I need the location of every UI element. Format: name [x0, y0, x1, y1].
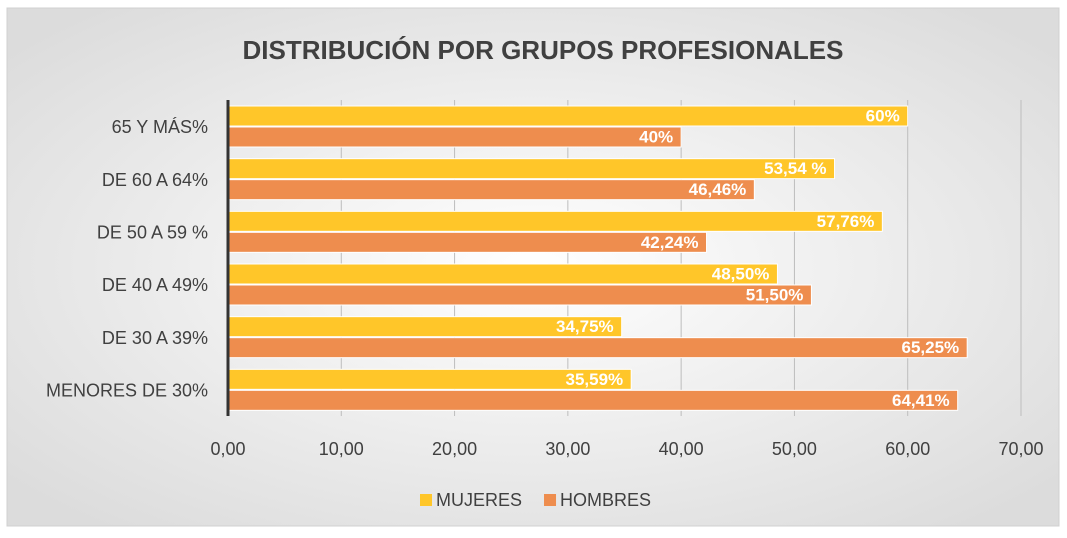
legend-swatch — [420, 494, 432, 506]
data-label: 35,59% — [566, 370, 624, 389]
bar — [227, 389, 959, 411]
data-label: 34,75% — [556, 317, 614, 336]
bar — [227, 263, 778, 285]
data-label: 65,25% — [902, 338, 960, 357]
data-label: 42,24% — [641, 233, 699, 252]
legend-label: HOMBRES — [560, 490, 651, 510]
y-tick-label: DE 40 A 49% — [102, 275, 208, 295]
bar — [227, 210, 883, 232]
chart-title: DISTRIBUCIÓN POR GRUPOS PROFESIONALES — [243, 35, 844, 65]
bar — [227, 105, 909, 127]
bar — [227, 231, 708, 253]
bar — [227, 179, 755, 201]
x-tick-label: 50,00 — [772, 439, 817, 459]
data-label: 60% — [866, 106, 900, 125]
legend-label: MUJERES — [436, 490, 522, 510]
bar — [227, 284, 812, 306]
y-tick-label: DE 50 A 59 % — [97, 222, 208, 242]
data-label: 64,41% — [892, 391, 950, 410]
x-tick-label: 60,00 — [885, 439, 930, 459]
x-tick-label: 10,00 — [319, 439, 364, 459]
bar — [227, 158, 836, 180]
y-tick-label: DE 30 A 39% — [102, 328, 208, 348]
x-tick-label: 70,00 — [998, 439, 1043, 459]
data-label: 53,54 % — [764, 159, 826, 178]
bar — [227, 337, 968, 359]
data-label: 46,46% — [689, 180, 747, 199]
x-tick-label: 40,00 — [659, 439, 704, 459]
data-label: 51,50% — [746, 285, 804, 304]
y-tick-label: 65 Y MÁS% — [112, 117, 208, 137]
y-tick-label: DE 60 A 64% — [102, 170, 208, 190]
legend-swatch — [544, 494, 557, 506]
x-tick-label: 20,00 — [432, 439, 477, 459]
data-label: 57,76% — [817, 212, 875, 231]
bar — [227, 126, 682, 148]
data-label: 40% — [639, 127, 673, 146]
x-tick-label: 30,00 — [545, 439, 590, 459]
bars — [227, 105, 968, 411]
y-tick-label: MENORES DE 30% — [46, 380, 208, 400]
x-tick-label: 0,00 — [210, 439, 245, 459]
data-label: 48,50% — [712, 264, 770, 283]
